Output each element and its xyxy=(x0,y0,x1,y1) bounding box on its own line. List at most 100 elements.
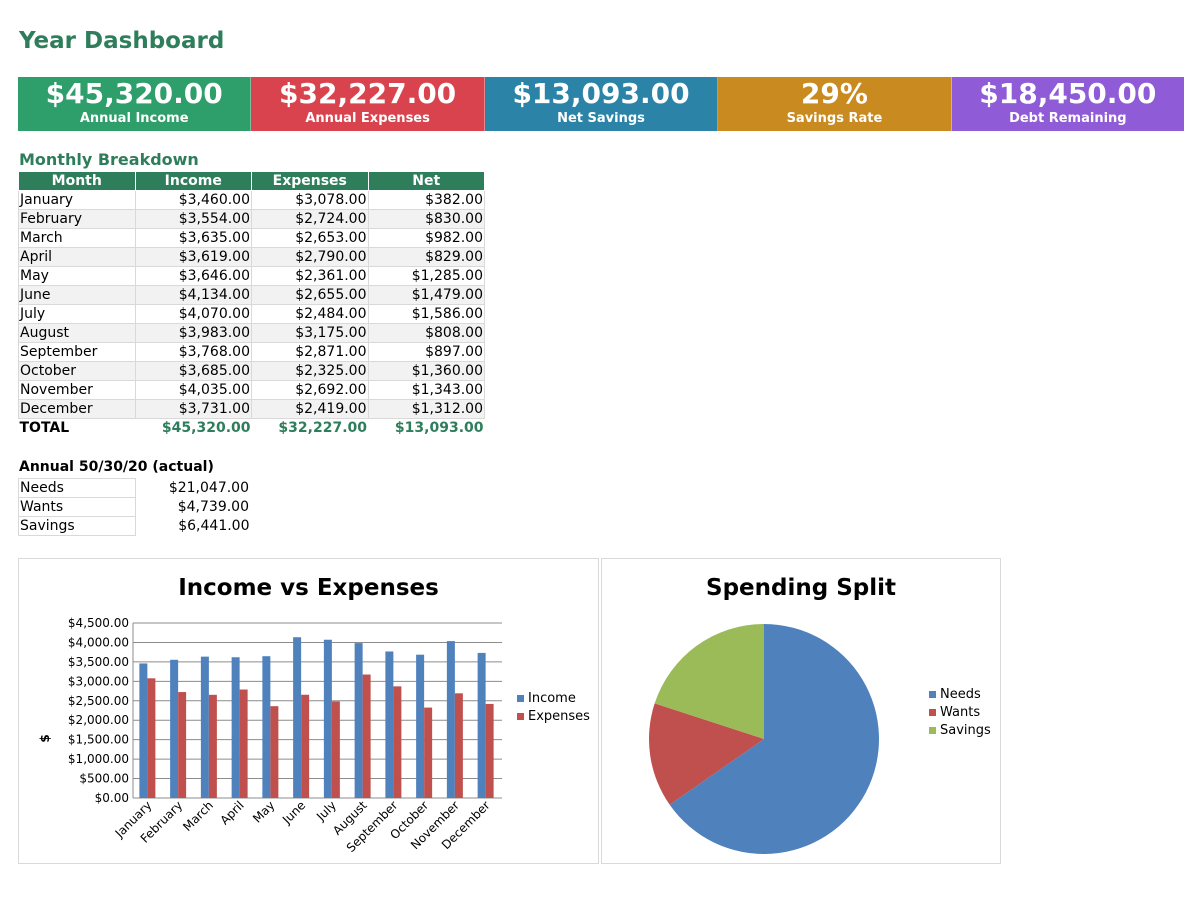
kpi-annual-expenses[interactable]: $32,227.00 Annual Expenses xyxy=(251,77,485,131)
column-header-net[interactable]: Net xyxy=(367,171,485,191)
month-cell[interactable]: September xyxy=(18,342,136,362)
table-row[interactable]: January $3,460.00 $3,078.00 $382.00 xyxy=(18,190,485,210)
table-row[interactable]: November $4,035.00 $2,692.00 $1,343.00 xyxy=(18,380,485,400)
net-cell[interactable]: $1,586.00 xyxy=(367,304,485,324)
bar-income[interactable] xyxy=(385,651,394,798)
month-cell[interactable]: August xyxy=(18,323,136,343)
income-cell[interactable]: $4,035.00 xyxy=(134,380,252,400)
expenses-cell[interactable]: $2,790.00 xyxy=(251,247,369,267)
kpi-debt-remaining[interactable]: $18,450.00 Debt Remaining xyxy=(951,77,1185,131)
income-cell[interactable]: $3,619.00 xyxy=(134,247,252,267)
table-row[interactable]: October $3,685.00 $2,325.00 $1,360.00 xyxy=(18,361,485,381)
bar-expenses[interactable] xyxy=(362,674,371,798)
net-cell[interactable]: $897.00 xyxy=(367,342,485,362)
table-row[interactable]: December $3,731.00 $2,419.00 $1,312.00 xyxy=(18,399,485,419)
month-cell[interactable]: October xyxy=(18,361,136,381)
spending-split-chart[interactable]: Spending Split Needs Wants Savings xyxy=(601,558,1001,864)
bar-income[interactable] xyxy=(200,656,209,798)
income-cell[interactable]: $4,134.00 xyxy=(134,285,252,305)
bar-income[interactable] xyxy=(231,657,240,798)
kpi-net-savings[interactable]: $13,093.00 Net Savings xyxy=(484,77,719,131)
month-cell[interactable]: April xyxy=(18,247,136,267)
income-cell[interactable]: $3,983.00 xyxy=(134,323,252,343)
income-cell[interactable]: $4,070.00 xyxy=(134,304,252,324)
bar-income[interactable] xyxy=(293,637,302,798)
bar-income[interactable] xyxy=(323,639,332,798)
net-cell[interactable]: $1,343.00 xyxy=(367,380,485,400)
bar-expenses[interactable] xyxy=(208,694,217,798)
bar-expenses[interactable] xyxy=(301,694,310,798)
income-cell[interactable]: $3,646.00 xyxy=(134,266,252,286)
kpi-annual-income[interactable]: $45,320.00 Annual Income xyxy=(18,77,252,131)
bar-expenses[interactable] xyxy=(424,707,433,798)
expenses-cell[interactable]: $2,653.00 xyxy=(251,228,369,248)
income-cell[interactable]: $3,768.00 xyxy=(134,342,252,362)
column-header-income[interactable]: Income xyxy=(134,171,252,191)
month-cell[interactable]: December xyxy=(18,399,136,419)
income-cell[interactable]: $3,635.00 xyxy=(134,228,252,248)
kpi-savings-rate[interactable]: 29% Savings Rate xyxy=(718,77,952,131)
net-cell[interactable]: $808.00 xyxy=(367,323,485,343)
month-cell[interactable]: June xyxy=(18,285,136,305)
bar-income[interactable] xyxy=(262,656,271,798)
net-cell[interactable]: $382.00 xyxy=(367,190,485,210)
pie-slice-wants[interactable] xyxy=(649,703,764,805)
bar-expenses[interactable] xyxy=(178,692,187,798)
table-row[interactable]: August $3,983.00 $3,175.00 $808.00 xyxy=(18,323,485,343)
table-row[interactable]: April $3,619.00 $2,790.00 $829.00 xyxy=(18,247,485,267)
bar-income[interactable] xyxy=(446,641,455,798)
income-cell[interactable]: $3,685.00 xyxy=(134,361,252,381)
expenses-cell[interactable]: $2,484.00 xyxy=(251,304,369,324)
net-cell[interactable]: $1,479.00 xyxy=(367,285,485,305)
month-cell[interactable]: November xyxy=(18,380,136,400)
month-cell[interactable]: July xyxy=(18,304,136,324)
table-row[interactable]: March $3,635.00 $2,653.00 $982.00 xyxy=(18,228,485,248)
expenses-cell[interactable]: $2,325.00 xyxy=(251,361,369,381)
bar-expenses[interactable] xyxy=(147,678,156,798)
month-cell[interactable]: January xyxy=(18,190,136,210)
bar-expenses[interactable] xyxy=(331,701,340,798)
net-cell[interactable]: $830.00 xyxy=(367,209,485,229)
chart-title: Spending Split xyxy=(706,575,896,601)
bar-income[interactable] xyxy=(354,643,363,798)
bar-expenses[interactable] xyxy=(485,703,494,798)
expenses-cell[interactable]: $2,361.00 xyxy=(251,266,369,286)
bar-income[interactable] xyxy=(170,659,179,798)
expenses-cell[interactable]: $2,655.00 xyxy=(251,285,369,305)
table-row[interactable]: June $4,134.00 $2,655.00 $1,479.00 xyxy=(18,285,485,305)
bar-expenses[interactable] xyxy=(270,706,279,798)
column-header-month[interactable]: Month xyxy=(18,171,136,191)
net-cell[interactable]: $829.00 xyxy=(367,247,485,267)
table-row[interactable]: February $3,554.00 $2,724.00 $830.00 xyxy=(18,209,485,229)
expenses-cell[interactable]: $2,724.00 xyxy=(251,209,369,229)
bar-expenses[interactable] xyxy=(454,693,463,798)
net-cell[interactable]: $1,285.00 xyxy=(367,266,485,286)
bar-expenses[interactable] xyxy=(393,686,402,798)
bar-income[interactable] xyxy=(477,652,486,798)
expenses-cell[interactable]: $3,175.00 xyxy=(251,323,369,343)
bar-income[interactable] xyxy=(139,663,148,798)
income-cell[interactable]: $3,460.00 xyxy=(134,190,252,210)
bar-expenses[interactable] xyxy=(239,689,248,799)
table-row[interactable]: May $3,646.00 $2,361.00 $1,285.00 xyxy=(18,266,485,286)
expenses-cell[interactable]: $2,419.00 xyxy=(251,399,369,419)
month-cell[interactable]: May xyxy=(18,266,136,286)
income-cell[interactable]: $3,554.00 xyxy=(134,209,252,229)
month-cell[interactable]: March xyxy=(18,228,136,248)
expenses-cell[interactable]: $2,692.00 xyxy=(251,380,369,400)
income-vs-expenses-chart[interactable]: Income vs Expenses $0.00 $500.00 $1,000.00… xyxy=(18,558,599,864)
bar-income[interactable] xyxy=(416,654,425,798)
column-header-expenses[interactable]: Expenses xyxy=(251,171,369,191)
expenses-cell[interactable]: $3,078.00 xyxy=(251,190,369,210)
net-cell[interactable]: $1,360.00 xyxy=(367,361,485,381)
table-row[interactable]: September $3,768.00 $2,871.00 $897.00 xyxy=(18,342,485,362)
pie-slice-needs[interactable] xyxy=(669,624,879,854)
expenses-cell[interactable]: $2,871.00 xyxy=(251,342,369,362)
net-cell[interactable]: $1,312.00 xyxy=(367,399,485,419)
net-cell[interactable]: $982.00 xyxy=(367,228,485,248)
table-row[interactable]: July $4,070.00 $2,484.00 $1,586.00 xyxy=(18,304,485,324)
kpi-label: Annual Expenses xyxy=(305,111,430,126)
income-cell[interactable]: $3,731.00 xyxy=(134,399,252,419)
month-cell[interactable]: February xyxy=(18,209,136,229)
pie-slice-savings[interactable] xyxy=(654,624,764,739)
